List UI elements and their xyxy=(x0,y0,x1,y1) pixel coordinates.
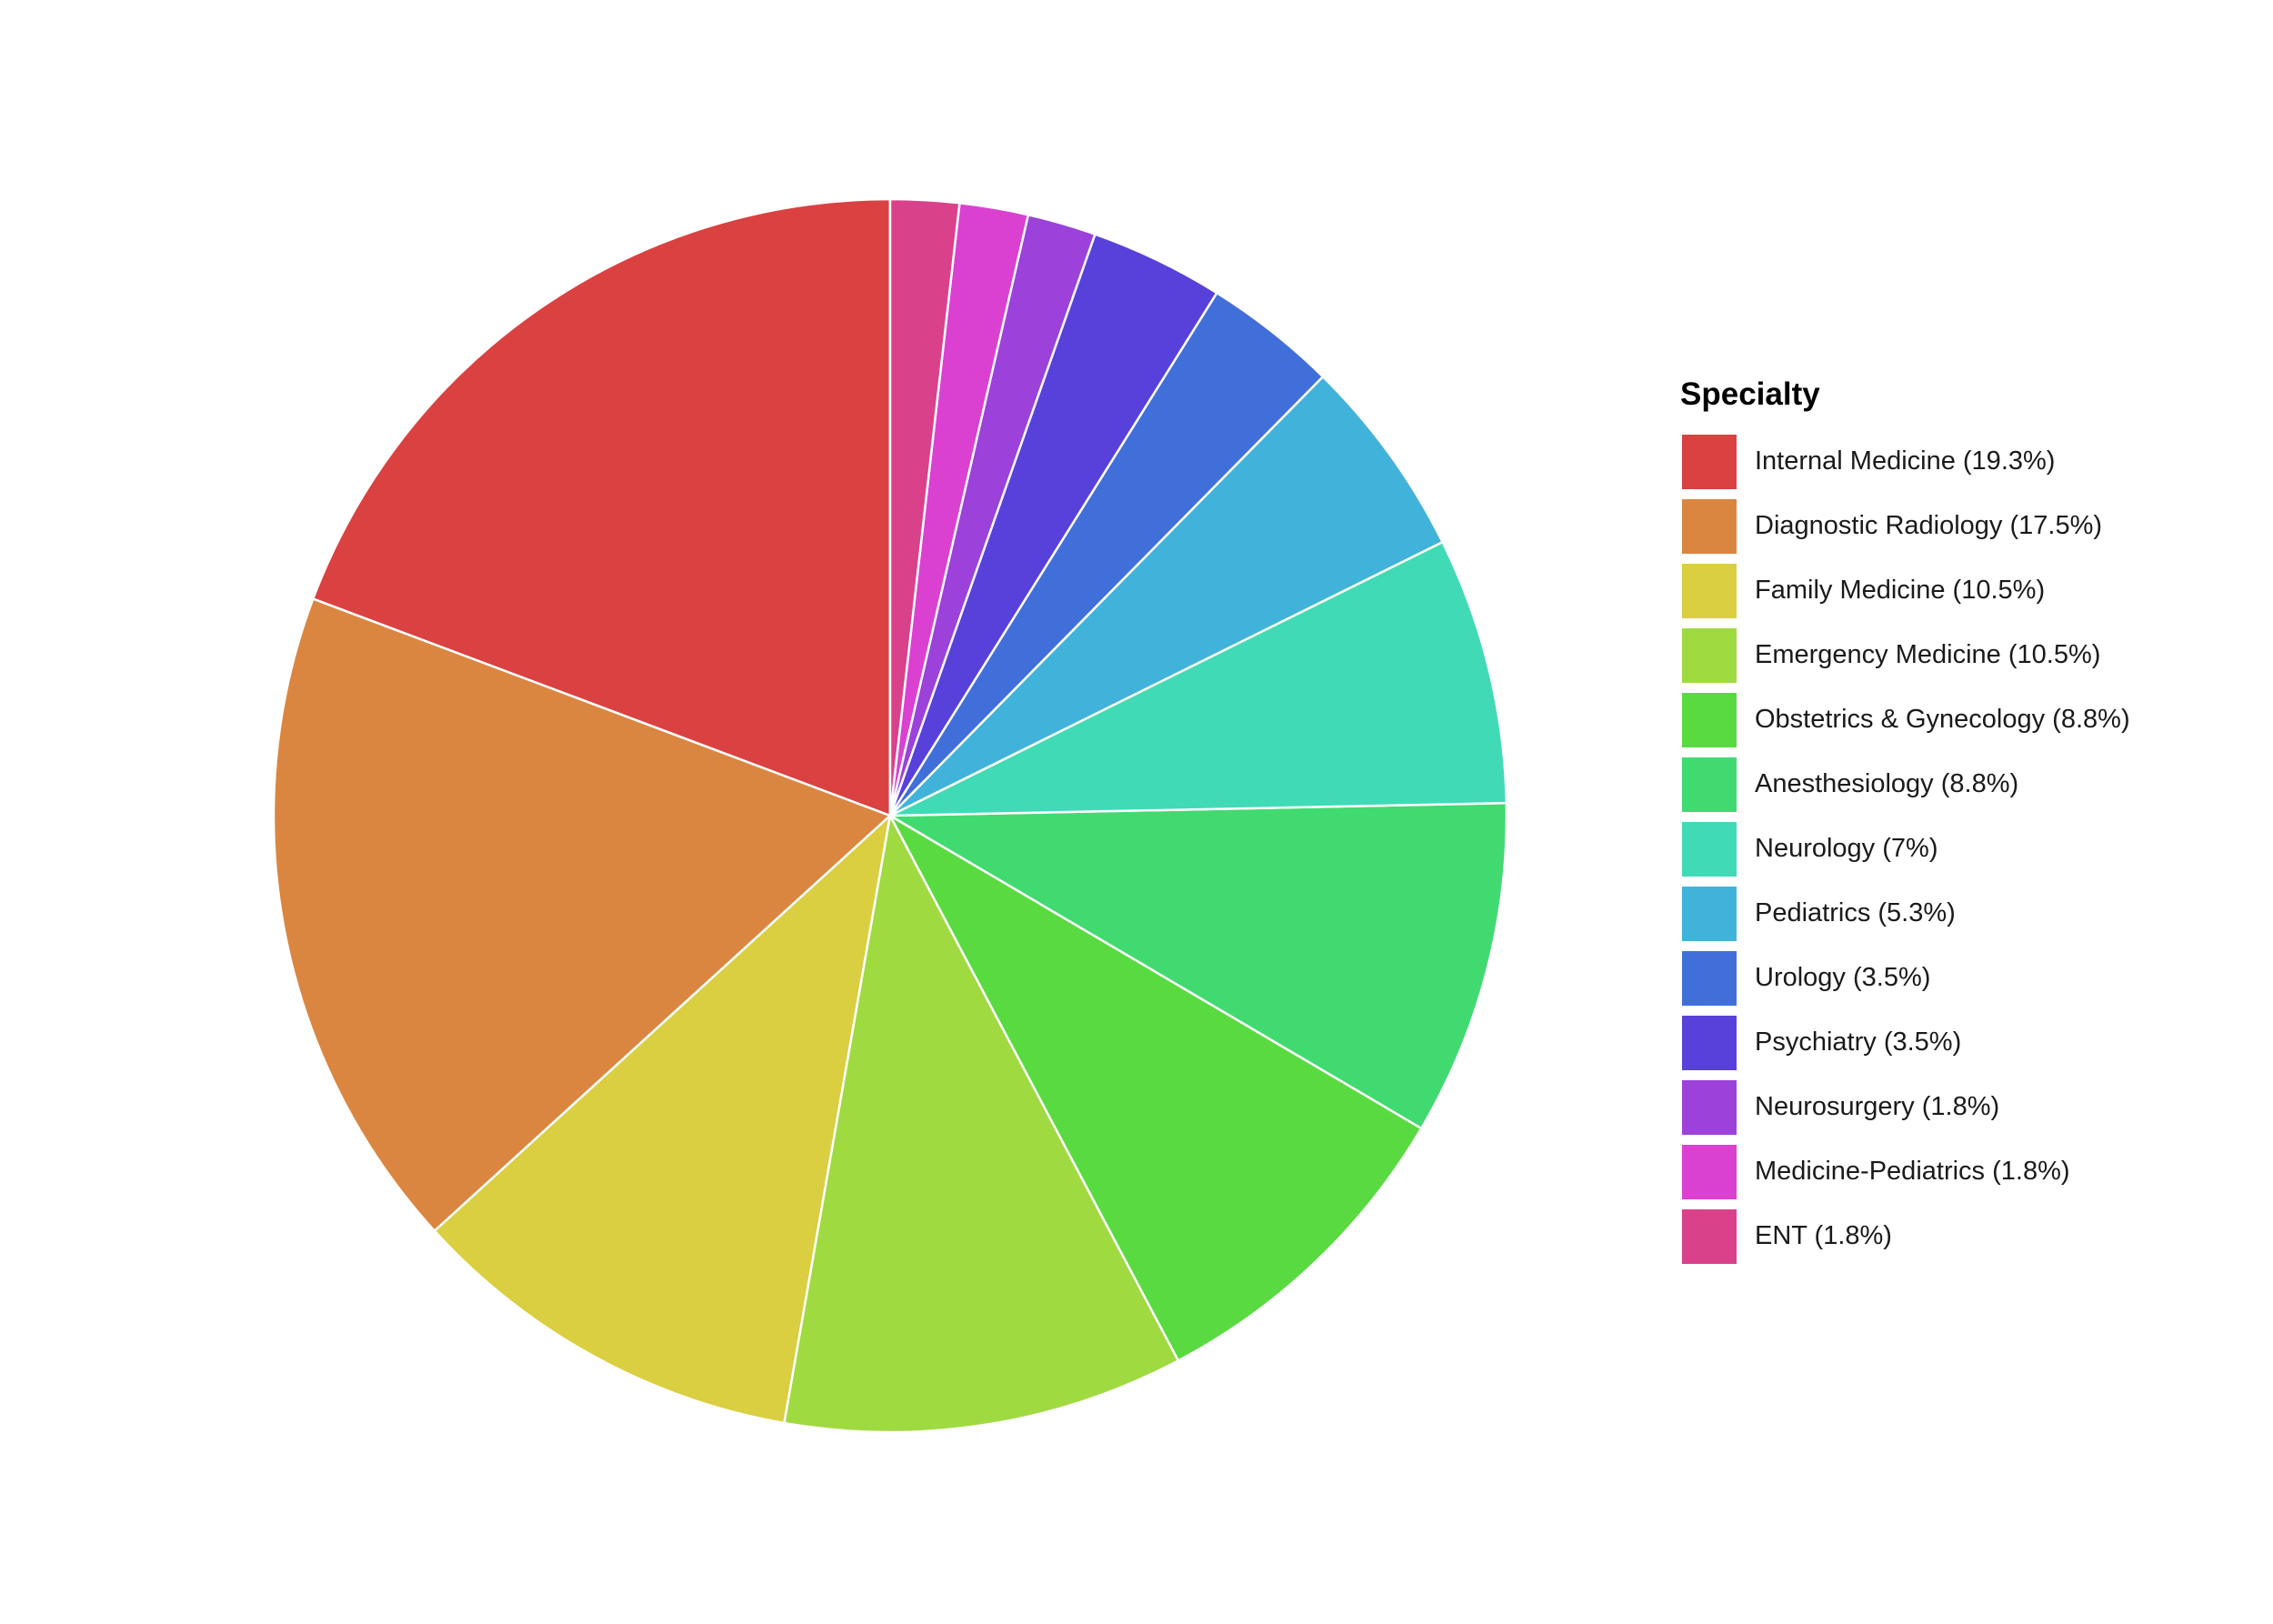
pie-slice xyxy=(888,801,1508,1130)
legend-swatch xyxy=(1680,819,1738,878)
legend-item: Diagnostic Radiology (17.5%) xyxy=(1680,494,2262,558)
pie-slice xyxy=(312,197,892,817)
legend-label: Internal Medicine (19.3%) xyxy=(1755,446,2056,476)
legend-swatch xyxy=(1680,626,1738,685)
legend-item: Urology (3.5%) xyxy=(1680,946,2262,1010)
legend-label: Emergency Medicine (10.5%) xyxy=(1755,640,2101,669)
legend-label: Obstetrics & Gynecology (8.8%) xyxy=(1755,705,2130,734)
legend-label: Pediatrics (5.3%) xyxy=(1755,898,1956,927)
pie-slice xyxy=(783,814,1180,1434)
legend: Specialty Internal Medicine (19.3%) Diagn… xyxy=(1680,373,2262,1268)
legend-item: Neurology (7%) xyxy=(1680,817,2262,881)
legend-item: Emergency Medicine (10.5%) xyxy=(1680,623,2262,687)
pie-slice xyxy=(888,814,1423,1362)
legend-label: Anesthesiology (8.8%) xyxy=(1755,769,2019,798)
pie-slice xyxy=(888,540,1508,817)
legend-item: Internal Medicine (19.3%) xyxy=(1680,429,2262,494)
legend-item: Psychiatry (3.5%) xyxy=(1680,1010,2262,1075)
legend-swatch xyxy=(1680,690,1738,749)
legend-items: Internal Medicine (19.3%) Diagnostic Radi… xyxy=(1680,429,2262,1268)
pie-slice xyxy=(888,197,961,817)
legend-swatch xyxy=(1680,496,1738,556)
legend-item: Anesthesiology (8.8%) xyxy=(1680,752,2262,817)
legend-label: Psychiatry (3.5%) xyxy=(1755,1028,1962,1057)
legend-label: ENT (1.8%) xyxy=(1755,1221,1892,1250)
legend-item: Family Medicine (10.5%) xyxy=(1680,558,2262,623)
legend-swatch xyxy=(1680,755,1738,814)
pie-slice xyxy=(888,375,1444,817)
legend-swatch xyxy=(1680,884,1738,943)
legend-swatch xyxy=(1680,432,1738,491)
legend-item: Obstetrics & Gynecology (8.8%) xyxy=(1680,687,2262,752)
legend-swatch xyxy=(1680,948,1738,1007)
pie-slice xyxy=(272,597,892,1232)
legend-swatch xyxy=(1680,1207,1738,1266)
legend-label: Urology (3.5%) xyxy=(1755,963,1931,992)
legend-swatch xyxy=(1680,1142,1738,1201)
legend-swatch xyxy=(1680,1078,1738,1137)
pie-slice xyxy=(433,814,892,1425)
legend-label: Diagnostic Radiology (17.5%) xyxy=(1755,511,2103,540)
legend-item: Neurosurgery (1.8%) xyxy=(1680,1075,2262,1139)
legend-title: Specialty xyxy=(1680,376,1820,412)
legend-label: Medicine-Pediatrics (1.8%) xyxy=(1755,1157,2070,1186)
legend-swatch xyxy=(1680,1013,1738,1072)
legend-label: Neurosurgery (1.8%) xyxy=(1755,1092,2000,1121)
legend-label: Family Medicine (10.5%) xyxy=(1755,576,2046,605)
legend-item: Pediatrics (5.3%) xyxy=(1680,881,2262,946)
legend-label: Neurology (7%) xyxy=(1755,834,1938,863)
legend-swatch xyxy=(1680,561,1738,620)
legend-item: Medicine-Pediatrics (1.8%) xyxy=(1680,1139,2262,1204)
legend-item: ENT (1.8%) xyxy=(1680,1204,2262,1268)
